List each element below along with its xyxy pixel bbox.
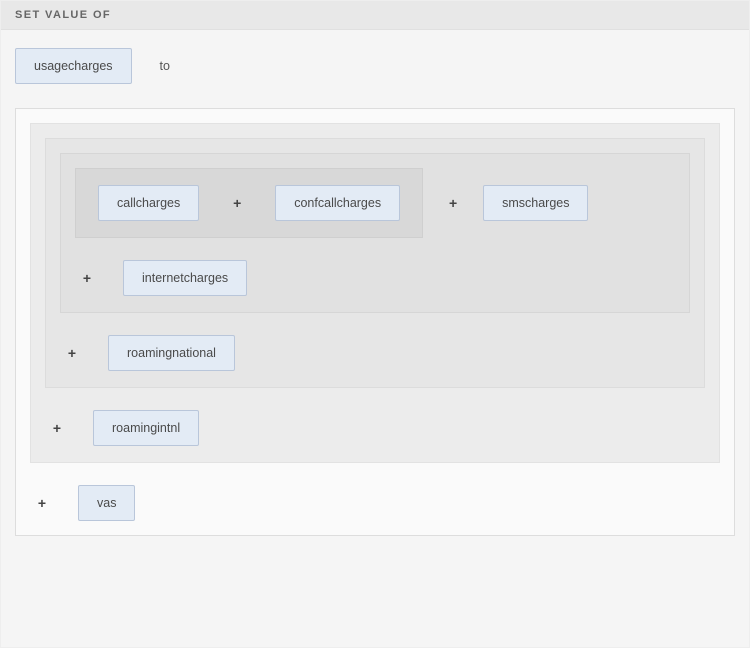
operator-plus[interactable]: + [34,495,50,511]
operand-internetcharges[interactable]: internetcharges [123,260,247,296]
set-value-panel: SET VALUE OF usagecharges to callcharges… [0,0,750,648]
operator-plus[interactable]: + [445,195,461,211]
panel-header-label: SET VALUE OF [15,9,111,21]
operand-callcharges[interactable]: callcharges [98,185,199,221]
operand-roamingnational[interactable]: roamingnational [108,335,235,371]
add-row-roamingnational: + roamingnational [60,335,690,371]
assignment-row: usagecharges to [1,30,749,108]
operand-roamingintnl[interactable]: roamingintnl [93,410,199,446]
operand-vas[interactable]: vas [78,485,135,521]
expr-group-2[interactable]: callcharges + confcallcharges + smscharg… [45,138,705,388]
operator-plus[interactable]: + [229,195,245,211]
add-row-internetcharges: + internetcharges [75,260,675,296]
expr-row-top: callcharges + confcallcharges + smscharg… [75,168,675,238]
operator-plus[interactable]: + [49,420,65,436]
operand-smscharges[interactable]: smscharges [483,185,588,221]
target-variable-token[interactable]: usagecharges [15,48,132,84]
expr-group-4[interactable]: callcharges + confcallcharges [75,168,423,238]
operator-plus[interactable]: + [79,270,95,286]
panel-header: SET VALUE OF [1,1,749,30]
add-row-roamingintnl: + roamingintnl [45,410,705,446]
assign-keyword: to [160,59,170,73]
expression-root: callcharges + confcallcharges + smscharg… [15,108,735,536]
expr-group-3[interactable]: callcharges + confcallcharges + smscharg… [60,153,690,313]
operand-confcallcharges[interactable]: confcallcharges [275,185,400,221]
operator-plus[interactable]: + [64,345,80,361]
add-row-vas: + vas [30,485,720,521]
expr-group-1[interactable]: callcharges + confcallcharges + smscharg… [30,123,720,463]
